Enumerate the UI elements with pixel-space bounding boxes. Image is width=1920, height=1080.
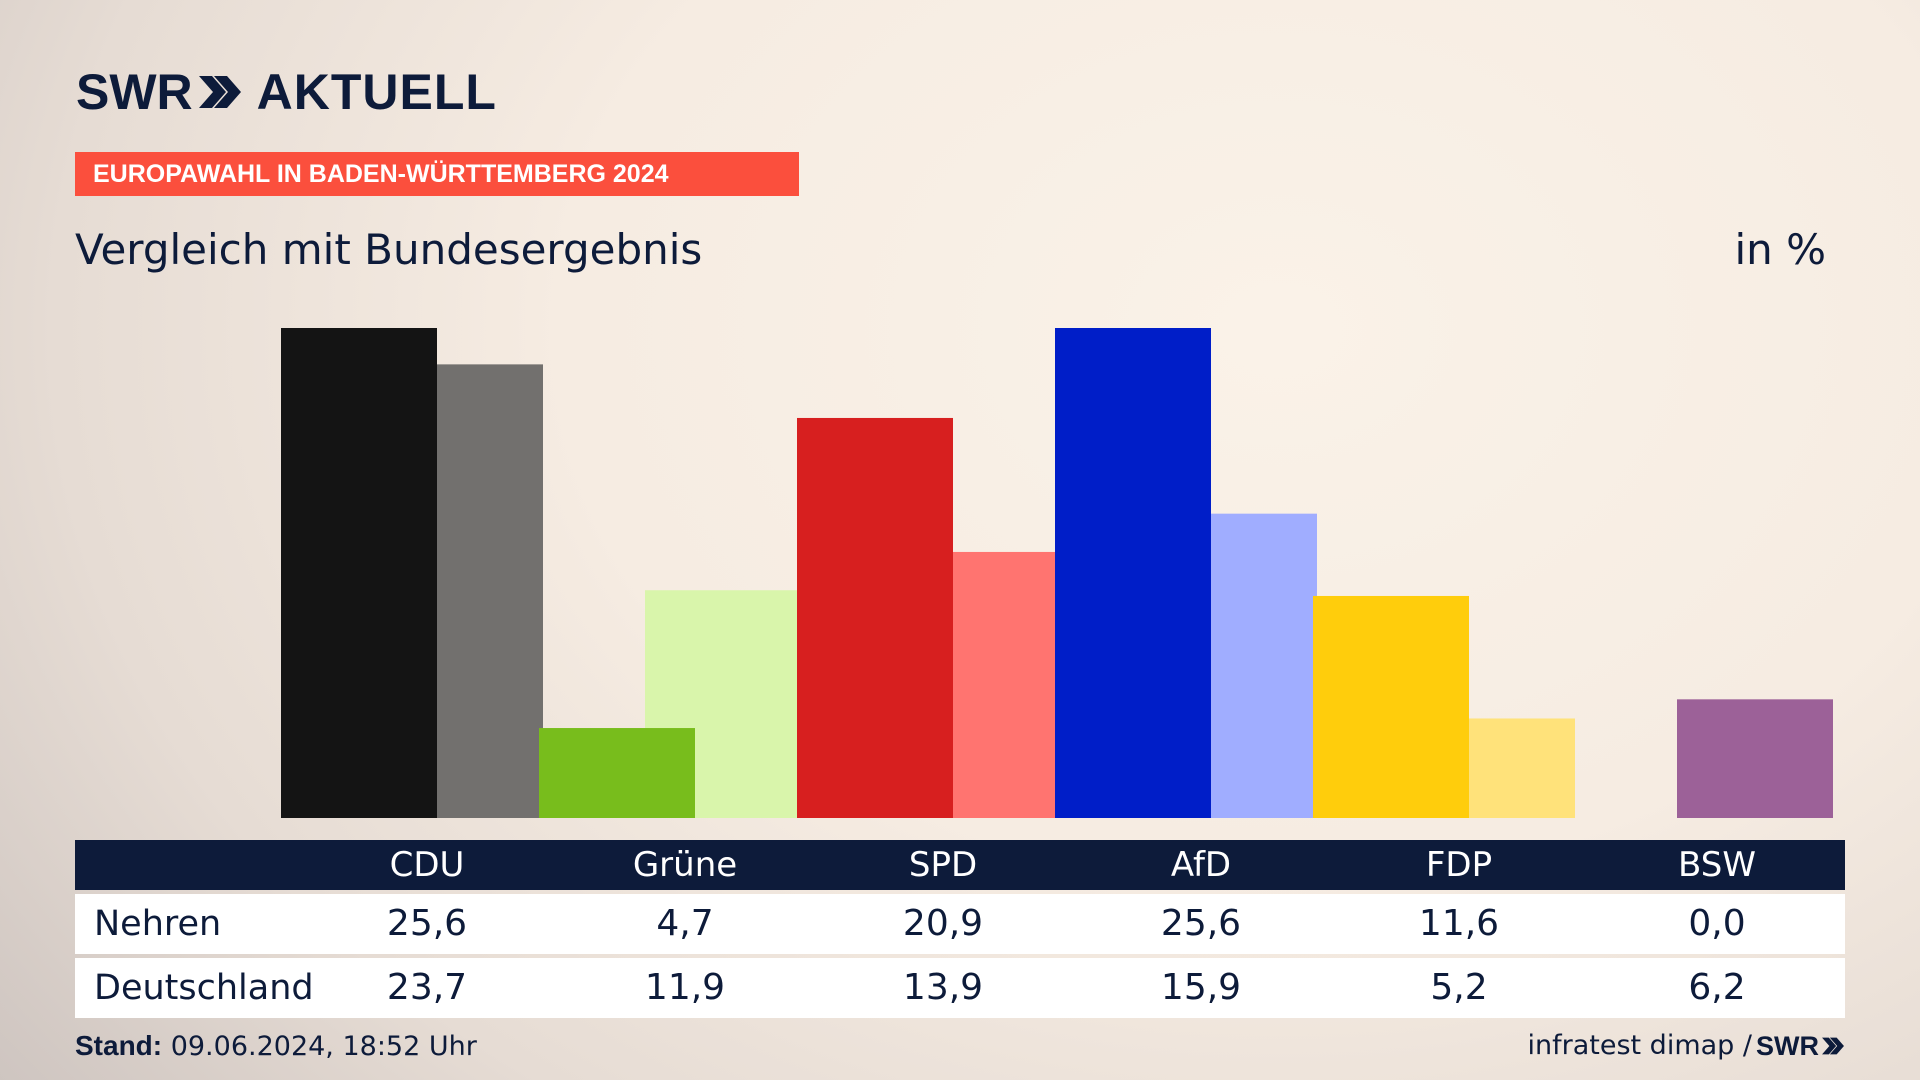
value-cell-afd: 15,9 (1160, 967, 1242, 1008)
value-cell-bsw: 6,2 (1688, 967, 1746, 1008)
timestamp: Stand: 09.06.2024, 18:52 Uhr (75, 1028, 477, 1065)
election-banner: EUROPAWAHL IN BADEN-WÜRTTEMBERG 2024 (75, 152, 799, 196)
row-label-national: Deutschland (94, 968, 314, 1008)
value-cell-spd: 13,9 (902, 967, 984, 1008)
value-cell-gruene: 11,9 (644, 967, 726, 1008)
chart-subtitle: Vergleich mit Bundesergebnis (75, 225, 703, 274)
bar-primary-afd (1055, 328, 1211, 818)
table-row-national: Deutschland 23,7 11,9 13,9 15,9 5,2 6,2 (75, 958, 1845, 1018)
double-chevron-icon (198, 76, 241, 108)
value-cell-fdp: 11,6 (1418, 903, 1500, 944)
results-table: CDU Grüne SPD AfD FDP BSW Nehren 25,6 4,7 20,9 2… (75, 840, 1845, 1018)
table-header-row: CDU Grüne SPD AfD FDP BSW (75, 840, 1845, 890)
value-cell-afd: 25,6 (1160, 903, 1242, 944)
logo-brand: SWR (76, 64, 193, 120)
source-text: infratest dimap / (1527, 1030, 1752, 1061)
bar-primary-cdu (281, 328, 437, 818)
party-header-afd: AfD (1170, 845, 1232, 885)
stand-value: 09.06.2024, 18:52 Uhr (170, 1031, 477, 1062)
value-cell-bsw: 0,0 (1688, 903, 1746, 944)
swr-aktuell-logo: SWR AKTUELL (76, 62, 497, 122)
bar-primary-fdp (1313, 595, 1469, 818)
value-cell-spd: 20,9 (902, 903, 984, 944)
value-cell-cdu: 23,7 (386, 967, 468, 1008)
row-label-local: Nehren (94, 904, 222, 944)
party-header-cdu: CDU (389, 845, 465, 885)
value-cell-fdp: 5,2 (1430, 967, 1488, 1008)
source-brand: SWR (1756, 1031, 1819, 1061)
bar-primary-gruene (539, 728, 695, 818)
party-header-bsw: BSW (1678, 845, 1756, 885)
table-row-local: Nehren 25,6 4,7 20,9 25,6 11,6 0,0 (75, 894, 1845, 954)
bar-primary-spd (797, 417, 953, 818)
value-cell-gruene: 4,7 (656, 903, 714, 944)
party-header-fdp: FDP (1425, 845, 1493, 885)
party-header-gruene: Grüne (632, 845, 738, 885)
logo-name: AKTUELL (256, 64, 497, 120)
bar-secondary-bsw (1677, 699, 1833, 818)
stand-label: Stand: (75, 1030, 163, 1061)
party-header-spd: SPD (908, 845, 978, 885)
value-cell-cdu: 25,6 (386, 903, 468, 944)
bar-chart (281, 328, 1833, 818)
unit-label: in % (1734, 225, 1826, 274)
double-chevron-icon (1822, 1037, 1844, 1055)
source-credit: infratest dimap / SWR (1527, 1028, 1845, 1064)
